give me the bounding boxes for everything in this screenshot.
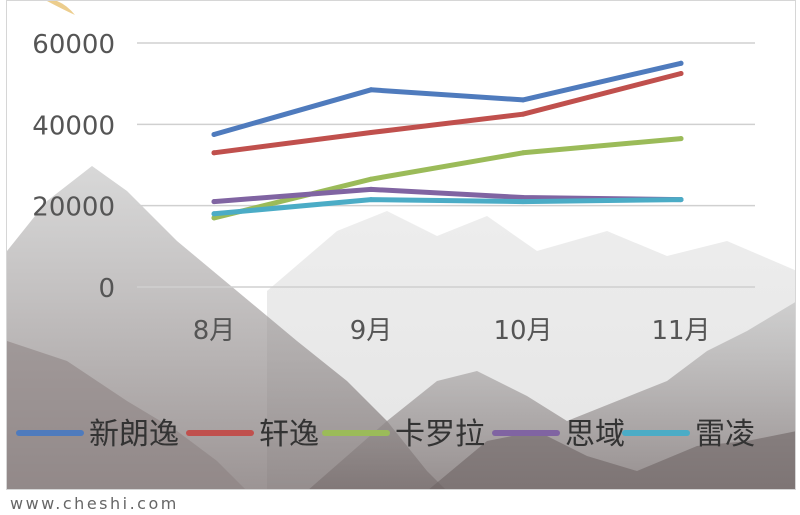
legend-label: 卡罗拉	[395, 417, 485, 452]
x-tick-label: 10月	[493, 316, 552, 346]
y-tick-label: 20000	[32, 193, 115, 223]
data-point	[520, 199, 526, 205]
data-point	[211, 132, 217, 137]
y-axis-ticks: 0 20000 40000 60000	[32, 30, 115, 304]
data-point	[368, 186, 374, 192]
y-tick-label: 40000	[32, 111, 115, 141]
x-tick-label: 8月	[193, 316, 236, 346]
legend: 新朗逸 轩逸 卡罗拉 思域 雷凌	[16, 417, 755, 452]
y-tick-label: 0	[98, 274, 115, 304]
data-point	[520, 97, 526, 103]
legend-label: 雷凌	[695, 417, 755, 452]
background-landscape	[7, 1, 795, 489]
data-point	[211, 199, 217, 205]
legend-label: 轩逸	[259, 417, 319, 452]
series-line-2	[211, 136, 684, 221]
data-point	[678, 71, 684, 76]
data-point	[211, 150, 217, 156]
data-point	[678, 60, 684, 66]
series-lines	[211, 60, 684, 221]
x-axis-ticks: 8月 9月 10月 11月	[193, 316, 711, 346]
legend-label: 新朗逸	[89, 417, 179, 452]
data-point	[368, 176, 374, 182]
series-line-1	[211, 71, 684, 156]
data-point	[678, 197, 684, 203]
data-point	[520, 111, 526, 117]
data-point	[368, 197, 374, 203]
line-chart: 0 20000 40000 60000 8月 9月 10月 11月 新朗逸 轩逸 卡罗拉 思域 雷凌	[7, 1, 795, 489]
site-watermark: www.cheshi.com	[10, 494, 179, 513]
series-line-4	[211, 197, 684, 217]
data-point	[211, 215, 217, 221]
data-point	[211, 211, 217, 217]
data-point	[368, 87, 374, 93]
x-tick-label: 11月	[651, 316, 710, 346]
data-point	[520, 195, 526, 200]
chart-frame: 0 20000 40000 60000 8月 9月 10月 11月 新朗逸 轩逸 卡罗拉 思域 雷凌	[6, 0, 796, 490]
data-point	[678, 136, 684, 142]
data-point	[520, 150, 526, 156]
y-tick-label: 60000	[32, 30, 115, 60]
series-line-0	[211, 60, 684, 137]
legend-label: 思域	[565, 417, 625, 452]
data-point	[368, 130, 374, 135]
x-tick-label: 9月	[350, 316, 393, 346]
